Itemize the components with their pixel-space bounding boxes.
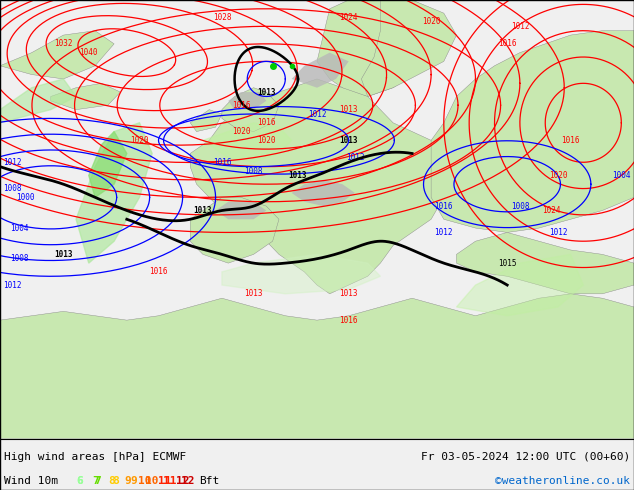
Text: 1004: 1004 (612, 171, 631, 180)
Text: 11: 11 (158, 476, 172, 486)
Text: 1016: 1016 (231, 101, 250, 110)
Text: ©weatheronline.co.uk: ©weatheronline.co.uk (495, 476, 630, 486)
Text: 1008: 1008 (244, 167, 263, 175)
Text: Bft: Bft (199, 476, 219, 486)
Text: 11: 11 (163, 476, 177, 486)
Text: 7: 7 (94, 476, 101, 486)
Text: 1016: 1016 (434, 201, 453, 211)
Text: 1016: 1016 (339, 316, 358, 325)
Text: 1020: 1020 (130, 136, 149, 145)
Polygon shape (0, 294, 634, 439)
Polygon shape (361, 0, 456, 97)
Polygon shape (292, 180, 355, 206)
Text: 1013: 1013 (339, 136, 358, 145)
Polygon shape (222, 254, 380, 294)
Polygon shape (317, 0, 444, 97)
Text: 1012: 1012 (346, 153, 365, 162)
Text: 1020: 1020 (422, 18, 441, 26)
Text: 1020: 1020 (257, 136, 276, 145)
Polygon shape (222, 88, 279, 132)
Text: 8: 8 (108, 476, 115, 486)
Polygon shape (203, 123, 292, 162)
Text: 9: 9 (125, 476, 131, 486)
Polygon shape (0, 79, 76, 123)
Text: 1012: 1012 (548, 228, 567, 237)
Text: 1024: 1024 (339, 13, 358, 22)
Polygon shape (190, 110, 222, 132)
Text: 1008: 1008 (510, 201, 529, 211)
Text: 10: 10 (138, 476, 152, 486)
Polygon shape (0, 31, 114, 79)
Text: 6: 6 (77, 476, 84, 486)
Polygon shape (456, 254, 583, 316)
Text: 1012: 1012 (3, 158, 22, 167)
Text: 1040: 1040 (79, 48, 98, 57)
Text: 1008: 1008 (3, 184, 22, 193)
Text: Wind 10m: Wind 10m (4, 476, 58, 486)
Text: 1013: 1013 (54, 250, 73, 259)
Text: 9: 9 (131, 476, 138, 486)
Text: 12: 12 (181, 476, 195, 486)
Polygon shape (190, 79, 456, 294)
Text: Fr 03-05-2024 12:00 UTC (00+60): Fr 03-05-2024 12:00 UTC (00+60) (421, 452, 630, 462)
Text: 1012: 1012 (307, 110, 327, 119)
Text: 1028: 1028 (212, 13, 231, 22)
Text: 1015: 1015 (498, 259, 517, 268)
Polygon shape (216, 202, 266, 220)
Polygon shape (456, 232, 634, 294)
Text: 1032: 1032 (54, 39, 73, 49)
Text: 1013: 1013 (339, 289, 358, 298)
Text: 1000: 1000 (16, 193, 35, 202)
Text: 1024: 1024 (542, 206, 561, 215)
Text: 1012: 1012 (434, 228, 453, 237)
Text: 1004: 1004 (10, 223, 29, 233)
Text: 7: 7 (93, 476, 100, 486)
Text: High wind areas [hPa] ECMWF: High wind areas [hPa] ECMWF (4, 452, 186, 462)
Text: 1016: 1016 (257, 118, 276, 127)
Text: 1016: 1016 (212, 158, 231, 167)
Text: 1012: 1012 (510, 22, 529, 31)
Text: 6: 6 (77, 476, 84, 486)
Polygon shape (89, 132, 127, 197)
Text: 1013: 1013 (244, 289, 263, 298)
Text: 1013: 1013 (339, 105, 358, 114)
Text: 1013: 1013 (288, 171, 307, 180)
Text: 10: 10 (145, 476, 158, 486)
Text: 1016: 1016 (149, 268, 168, 276)
Polygon shape (292, 52, 349, 88)
Text: 1013: 1013 (257, 88, 276, 97)
Polygon shape (431, 31, 634, 232)
Polygon shape (190, 197, 279, 263)
Text: 12: 12 (176, 476, 190, 486)
Text: 1020: 1020 (231, 127, 250, 136)
Text: 1020: 1020 (548, 171, 567, 180)
Polygon shape (51, 83, 120, 110)
Polygon shape (76, 123, 152, 263)
Text: 8: 8 (113, 476, 119, 486)
Text: 1016: 1016 (498, 39, 517, 49)
Polygon shape (228, 92, 266, 110)
Text: 1008: 1008 (10, 254, 29, 263)
Text: 1013: 1013 (193, 206, 212, 215)
Text: 1012: 1012 (3, 281, 22, 290)
Text: 1016: 1016 (561, 136, 580, 145)
